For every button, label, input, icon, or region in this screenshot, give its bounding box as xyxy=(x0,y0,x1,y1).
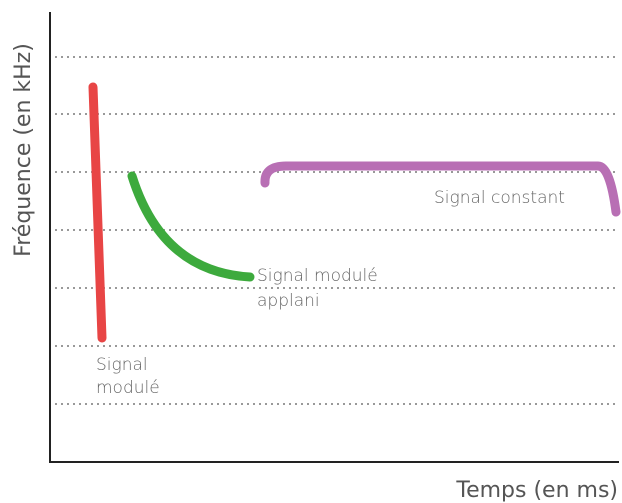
curve-label: applani xyxy=(257,291,320,311)
y-axis-label: Fréquence (en kHz) xyxy=(11,43,36,257)
curve-label: Signal xyxy=(96,355,148,375)
curve-label: modulé xyxy=(96,378,160,398)
modulated-signal xyxy=(88,82,107,343)
curve-label: Signal modulé xyxy=(257,266,378,286)
constant-signal xyxy=(260,161,621,217)
curve-label: Signal constant xyxy=(434,188,565,208)
flattened-signal xyxy=(127,171,255,282)
grid xyxy=(55,56,618,405)
x-axis-label: Temps (en ms) xyxy=(455,478,618,503)
